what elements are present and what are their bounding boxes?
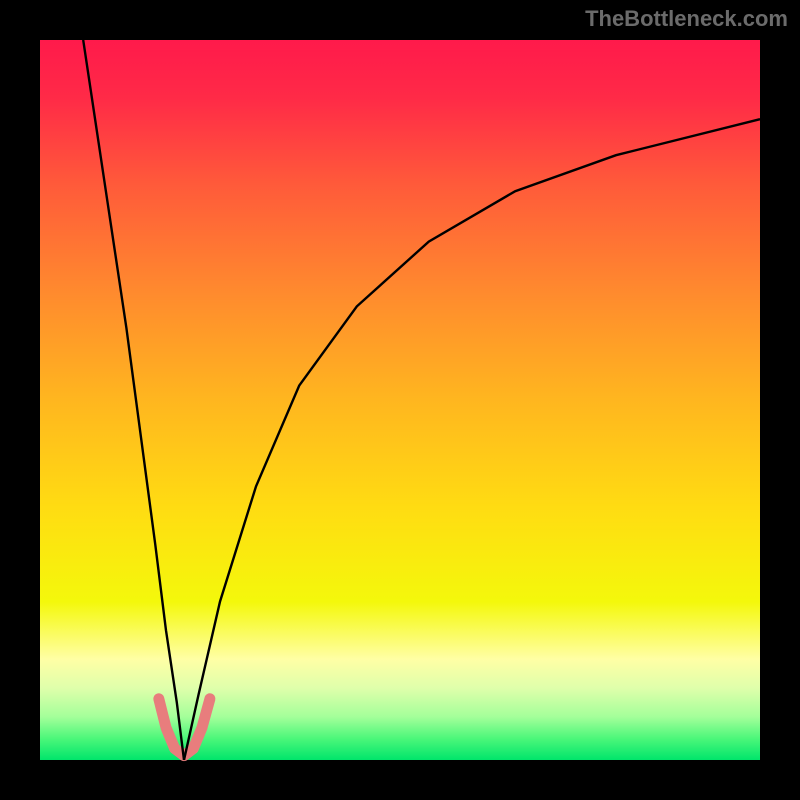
- curve-right: [184, 119, 760, 760]
- curve-left: [83, 40, 184, 760]
- marker-band: [159, 699, 210, 756]
- chart-root: TheBottleneck.com: [0, 0, 800, 800]
- chart-svg: [40, 40, 760, 760]
- watermark-text: TheBottleneck.com: [585, 6, 788, 32]
- plot-area: [40, 40, 760, 760]
